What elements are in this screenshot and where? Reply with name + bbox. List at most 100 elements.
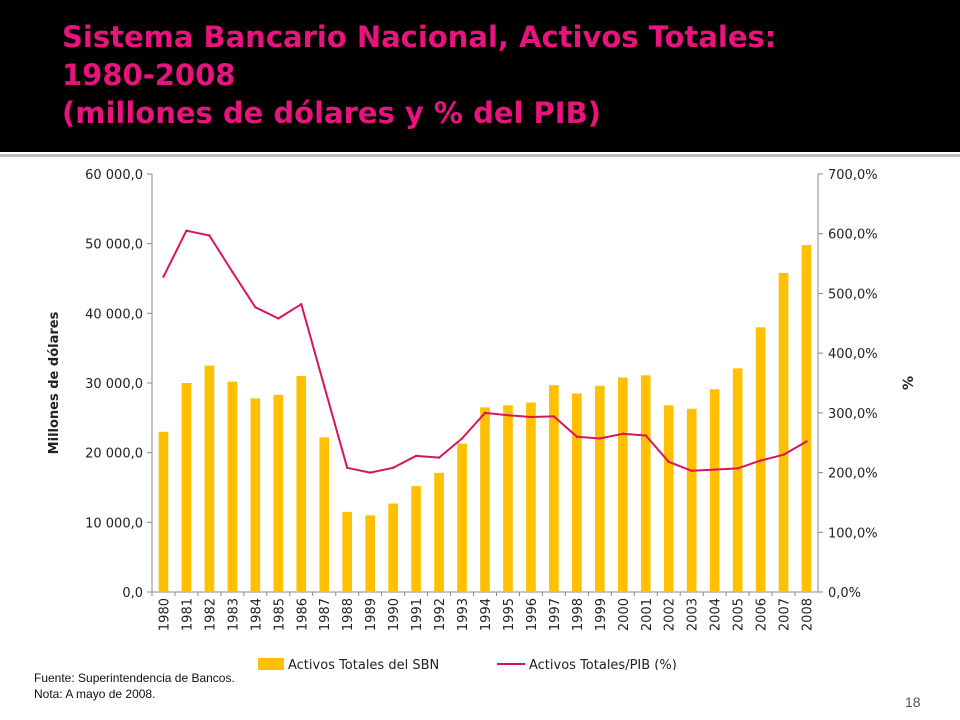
- x-tick-label: 1992: [433, 598, 448, 631]
- legend-bar-label: Activos Totales del SBN: [288, 658, 439, 670]
- ratio-point-1980: [162, 275, 165, 278]
- x-tick-label: 2005: [732, 598, 747, 631]
- x-tick-label: 2002: [663, 598, 678, 631]
- ratio-point-1997: [552, 415, 556, 418]
- bar-1981: [181, 383, 192, 592]
- bar-series: [158, 245, 812, 592]
- ratio-point-1990: [391, 466, 395, 469]
- x-tick-label: 1993: [456, 598, 471, 631]
- x-tick-label: 1982: [203, 598, 218, 631]
- left-tick-label: 30 000,0: [85, 377, 143, 392]
- bar-1996: [526, 402, 536, 592]
- slide-title: Sistema Bancario Nacional, Activos Total…: [62, 18, 776, 132]
- x-tick-label: 1995: [502, 598, 517, 631]
- ratio-point-1982: [208, 234, 211, 237]
- right-tick-label: 400,0%: [828, 347, 878, 362]
- bar-1994: [480, 407, 490, 592]
- x-tick-label: 1994: [479, 598, 494, 631]
- legend-line-label: Activos Totales/PIB (%): [529, 658, 677, 670]
- bar-1992: [434, 472, 444, 592]
- bar-1989: [365, 515, 375, 592]
- x-tick-label: 2004: [709, 598, 724, 631]
- ratio-point-2006: [759, 459, 762, 462]
- left-axis-ticks: 0,0 10 000,0 20 000,0 30 000,0 40 000,0 50 00…: [85, 168, 152, 601]
- ratio-point-1985: [277, 317, 280, 320]
- x-tick-label: 1986: [295, 598, 310, 631]
- right-tick-label: 0,0%: [828, 586, 861, 601]
- x-tick-label: 2003: [686, 598, 701, 631]
- ratio-point-1983: [231, 270, 234, 274]
- ratio-point-2007: [782, 453, 785, 456]
- bar-2008: [801, 245, 812, 592]
- bar-1988: [342, 511, 353, 592]
- bar-1997: [549, 385, 559, 592]
- bar-1984: [250, 398, 261, 592]
- right-tick-label: 200,0%: [828, 467, 878, 482]
- left-tick-label: 20 000,0: [85, 447, 143, 462]
- bar-1983: [227, 381, 238, 592]
- x-tick-label: 1987: [318, 598, 333, 631]
- bar-1980: [158, 431, 169, 592]
- x-tick-label: 2006: [755, 598, 770, 631]
- ratio-point-1991: [414, 454, 418, 458]
- x-tick-label: 1996: [525, 598, 540, 631]
- x-axis-tick-labels: 1980 1981 1982 1983 1984 1985 1986 1987 1988 1989…: [151, 592, 816, 631]
- x-tick-label: 1983: [226, 598, 241, 631]
- x-tick-label: 1985: [272, 598, 287, 631]
- right-axis-label: %: [901, 376, 917, 390]
- ratio-point-2002: [667, 460, 670, 464]
- x-tick-label: 1999: [594, 598, 609, 631]
- bar-1998: [572, 393, 582, 592]
- right-axis-ticks: 0,0% 100,0% 200,0% 300,0% 400,0% 500,0% 600,0%…: [818, 168, 878, 601]
- ratio-point-1988: [346, 466, 349, 469]
- bar-2004: [709, 389, 720, 592]
- bar-1982: [204, 365, 215, 592]
- ratio-point-1987: [323, 384, 326, 388]
- ratio-point-1998: [575, 435, 579, 438]
- bar-1993: [457, 443, 467, 592]
- bar-2007: [778, 272, 789, 592]
- slide-header: Sistema Bancario Nacional, Activos Total…: [0, 0, 960, 152]
- bar-1995: [503, 405, 513, 592]
- ratio-point-2001: [644, 434, 647, 437]
- bar-1987: [319, 437, 330, 592]
- bar-1999: [595, 385, 605, 592]
- x-tick-label: 2007: [778, 598, 793, 631]
- left-tick-label: 60 000,0: [85, 168, 143, 183]
- title-line-1: Sistema Bancario Nacional, Activos Total…: [62, 20, 777, 54]
- bar-1985: [273, 394, 284, 592]
- ratio-point-1993: [460, 437, 464, 440]
- x-tick-label: 1997: [548, 598, 563, 631]
- x-tick-label: 1998: [571, 598, 586, 631]
- footnote-source: Fuente: Superintendencia de Bancos.: [34, 671, 235, 685]
- right-tick-label: 500,0%: [828, 287, 878, 302]
- ratio-point-1995: [506, 414, 510, 417]
- bar-1990: [388, 503, 398, 592]
- ratio-point-1992: [437, 456, 441, 459]
- ratio-point-2000: [621, 432, 624, 435]
- left-axis-label: Millones de dólares: [47, 311, 62, 454]
- ratio-point-1986: [300, 302, 303, 306]
- ratio-point-2008: [805, 440, 808, 443]
- x-tick-label: 1984: [249, 598, 264, 631]
- right-tick-label: 600,0%: [828, 228, 878, 243]
- x-tick-label: 1990: [387, 598, 402, 631]
- x-tick-label: 1981: [180, 598, 195, 631]
- ratio-point-1989: [368, 471, 372, 474]
- header-divider: [0, 154, 960, 157]
- ratio-point-2003: [690, 469, 693, 472]
- chart-legend: Activos Totales del SBN Activos Totales/…: [258, 658, 677, 670]
- ratio-point-1981: [185, 229, 188, 232]
- title-line-2: 1980-2008: [62, 58, 236, 92]
- x-tick-label: 1988: [341, 598, 356, 631]
- title-line-3: (millones de dólares y % del PIB): [62, 96, 601, 130]
- x-tick-label: 1989: [364, 598, 379, 631]
- left-tick-label: 0,0: [122, 586, 143, 601]
- right-tick-label: 700,0%: [828, 168, 878, 183]
- line-series-group: [162, 229, 808, 474]
- x-tick-label: 2001: [640, 598, 655, 631]
- x-tick-label: 2000: [617, 598, 632, 631]
- bar-1991: [411, 486, 421, 592]
- left-tick-label: 10 000,0: [85, 516, 143, 531]
- ratio-point-1999: [598, 437, 602, 440]
